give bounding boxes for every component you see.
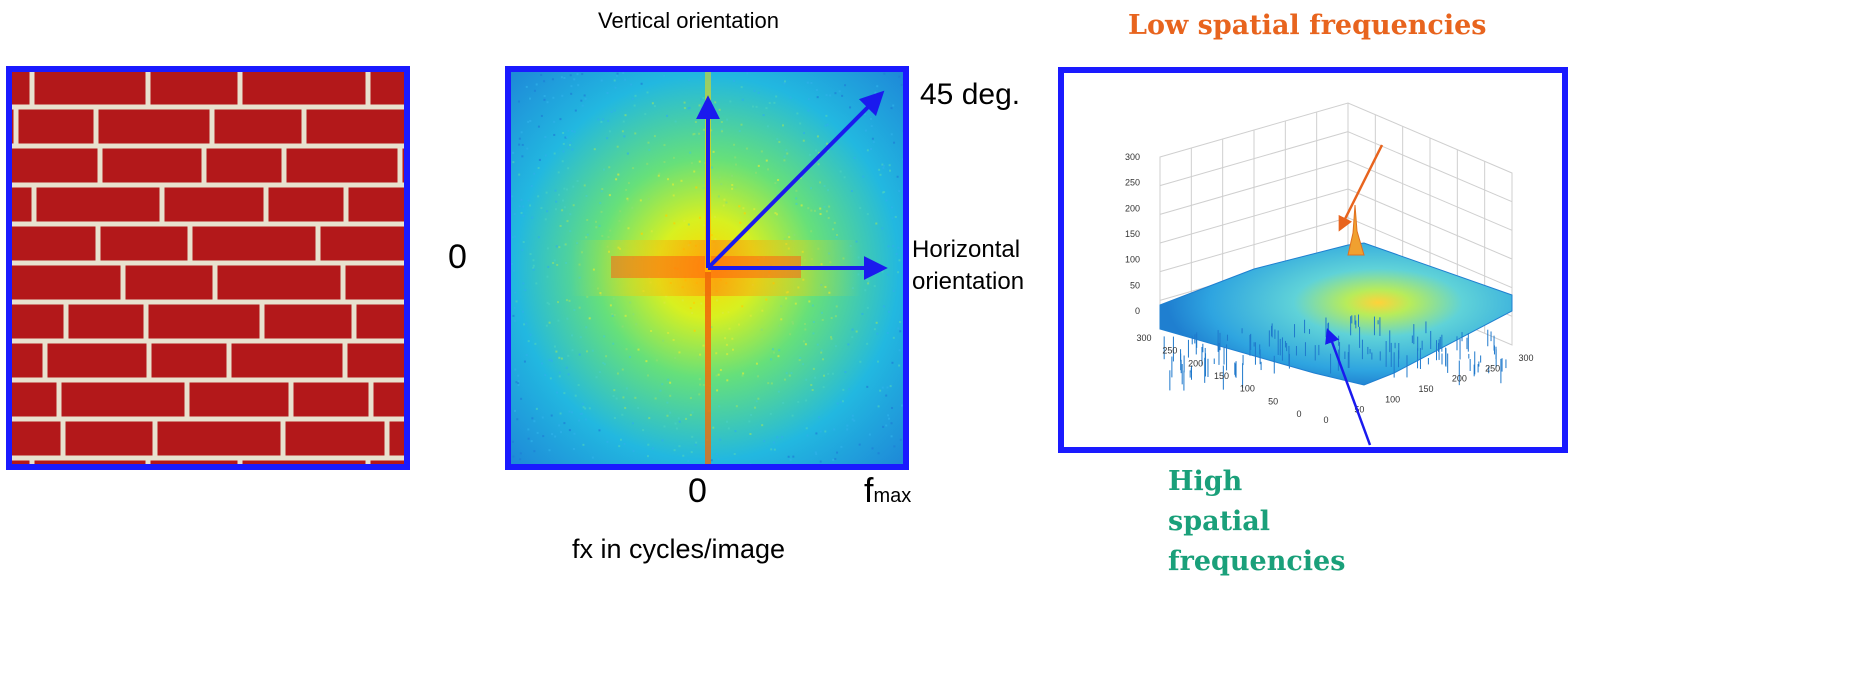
vertical-orientation-label: Vertical orientation (598, 8, 779, 33)
x-axis-zero-label: 0 (688, 472, 707, 510)
brick-wall-image (6, 66, 410, 470)
fourier-spectrum-image (505, 66, 909, 470)
surface-plot-image: 300 250 200 150 100 50 0 300 250 200 150 100 50 0 0 5… (1058, 67, 1568, 453)
diagonal-arrow (706, 90, 885, 270)
brick (348, 187, 404, 222)
brick (12, 382, 57, 417)
low-frequency-arrow (1338, 144, 1384, 232)
spectrum-plot (511, 72, 903, 464)
brick (214, 109, 302, 144)
brick (12, 109, 14, 144)
brick (12, 72, 30, 105)
brick (242, 460, 366, 464)
brick (164, 187, 264, 222)
x-tick-label: 250 (1485, 363, 1500, 373)
brick (47, 343, 147, 378)
brick (150, 460, 238, 464)
brick (36, 187, 160, 222)
high-spatial-frequencies-line3: frequencies (1168, 546, 1346, 577)
high-frequency-arrow (1325, 328, 1372, 446)
brick (286, 148, 398, 183)
x-tick-label: 50 (1354, 405, 1364, 415)
low-spatial-frequencies-label: Low spatial frequencies (1128, 10, 1487, 41)
y-tick-label: 100 (1240, 384, 1255, 394)
brick (151, 343, 227, 378)
z-tick-label: 200 (1125, 203, 1140, 213)
brick (65, 421, 153, 456)
y-tick-label: 200 (1188, 358, 1203, 368)
fmax-subscript: max (873, 485, 912, 507)
brick (373, 382, 404, 417)
y-tick-label: 250 (1162, 346, 1177, 356)
central-peak (1347, 204, 1365, 256)
brick (268, 187, 344, 222)
brick (320, 226, 404, 261)
brick (189, 382, 289, 417)
brick (370, 460, 404, 464)
y-tick-label: 150 (1214, 371, 1229, 381)
high-spatial-frequencies-line2: spatial (1168, 506, 1271, 537)
diagonal-orientation-label: 45 deg. (920, 78, 1021, 111)
z-tick-label: 150 (1125, 229, 1140, 239)
z-tick-label: 50 (1130, 280, 1140, 290)
brick (242, 72, 366, 105)
brick (12, 343, 43, 378)
brick (102, 148, 202, 183)
brick (345, 265, 404, 300)
brick (12, 460, 30, 464)
z-tick-label: 100 (1125, 255, 1140, 265)
x-tick-label: 100 (1385, 394, 1400, 404)
surface-plot: 300 250 200 150 100 50 0 300 250 200 150 100 50 0 0 5… (1125, 102, 1534, 446)
z-tick-label: 300 (1125, 152, 1140, 162)
brick (148, 304, 260, 339)
brick (306, 109, 404, 144)
x-tick-label: 150 (1418, 384, 1433, 394)
brick (206, 148, 282, 183)
brick (402, 148, 404, 183)
brick (12, 421, 61, 456)
z-tick-label: 250 (1125, 178, 1140, 188)
horizontal-orientation-label-line1: Horizontal (912, 236, 1021, 263)
brick (34, 460, 146, 464)
horizontal-orientation-label-line2: orientation (912, 268, 1025, 295)
brick (356, 304, 404, 339)
brick (125, 265, 213, 300)
fmax-label: fmax (864, 472, 911, 511)
brick (61, 382, 185, 417)
brick (389, 421, 404, 456)
fmax-main: f (864, 472, 874, 510)
brick (231, 343, 343, 378)
brick-pattern (12, 72, 404, 464)
brick (192, 226, 316, 261)
brick (12, 226, 96, 261)
brick (98, 109, 210, 144)
spectrum-surface (1159, 242, 1513, 386)
x-tick-label: 0 (1323, 415, 1328, 425)
brick (100, 226, 188, 261)
brick (264, 304, 352, 339)
brick (34, 72, 146, 105)
brick (12, 187, 32, 222)
brick (285, 421, 385, 456)
y-tick-label: 300 (1136, 333, 1151, 343)
y-tick-label: 0 (1296, 409, 1301, 419)
brick (370, 72, 404, 105)
brick (293, 382, 369, 417)
z-tick-label: 0 (1135, 306, 1140, 316)
brick (68, 304, 144, 339)
brick (157, 421, 281, 456)
brick (12, 265, 121, 300)
x-tick-label: 300 (1518, 353, 1533, 363)
y-tick-label: 50 (1268, 396, 1278, 406)
brick (12, 148, 98, 183)
brick (12, 304, 64, 339)
x-tick-label: 200 (1452, 374, 1467, 384)
high-spatial-frequencies-line1: High (1168, 466, 1243, 497)
brick (18, 109, 94, 144)
x-axis-caption: fx in cycles/image (572, 534, 786, 564)
y-axis-zero-label: 0 (448, 238, 467, 276)
brick (347, 343, 404, 378)
brick (217, 265, 341, 300)
brick (150, 72, 238, 105)
